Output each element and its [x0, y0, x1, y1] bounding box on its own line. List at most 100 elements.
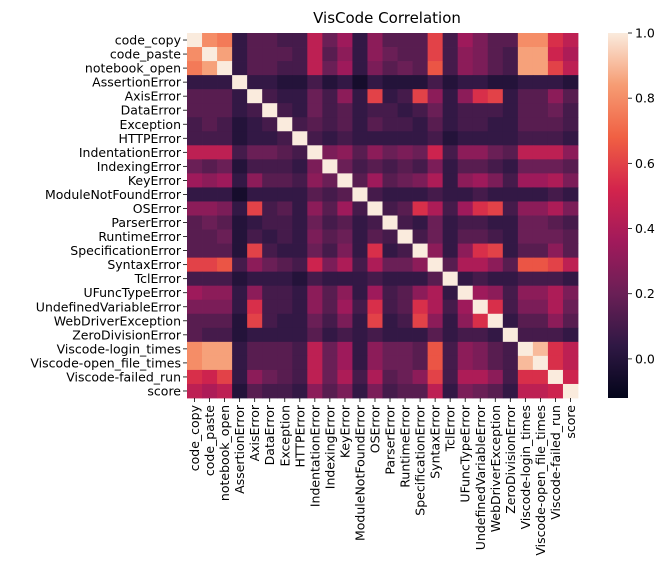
heatmap-cell	[562, 117, 579, 132]
colorbar-ticks: 0.0 0.2 0.4 0.6 0.8 1.0	[628, 26, 655, 366]
heatmap-cell	[322, 201, 338, 216]
heatmap-cell	[292, 103, 308, 118]
heatmap-cell	[412, 47, 429, 62]
heatmap-cell	[442, 61, 459, 76]
heatmap-cell	[262, 299, 278, 315]
heatmap-cell	[382, 313, 398, 329]
heatmap-cell	[202, 355, 218, 371]
row-tick-label: IndexingError	[97, 159, 182, 174]
heatmap-cell	[517, 327, 534, 343]
heatmap-cell	[292, 369, 308, 385]
heatmap-cell	[187, 383, 203, 399]
heatmap-cell	[382, 187, 398, 202]
heatmap-cell	[292, 383, 308, 399]
heatmap-cell	[277, 89, 293, 104]
heatmap-cell	[532, 131, 549, 146]
heatmap-cell	[262, 159, 278, 174]
heatmap-cell	[442, 33, 459, 48]
heatmap-cell	[337, 285, 353, 301]
heatmap-cell	[202, 341, 218, 357]
column-tick-label: Viscode-login_times	[518, 405, 533, 529]
heatmap-cell	[397, 201, 413, 216]
heatmap-cell	[472, 341, 489, 357]
heatmap-cell	[352, 131, 368, 146]
heatmap-cell	[547, 215, 564, 230]
heatmap-cell	[412, 383, 429, 399]
heatmap-cell	[532, 369, 549, 385]
heatmap-cell	[517, 383, 534, 399]
heatmap-cell	[232, 355, 248, 371]
heatmap-cell	[247, 75, 263, 90]
heatmap-cell	[322, 187, 338, 202]
heatmap-cell	[472, 103, 489, 118]
heatmap-cell	[262, 117, 278, 132]
heatmap-cell	[337, 257, 353, 273]
colorbar-tick-label: 0.8	[635, 91, 655, 106]
heatmap-cell	[472, 355, 489, 371]
heatmap-cell	[307, 355, 323, 371]
heatmap-cell	[412, 369, 429, 385]
heatmap-cell	[352, 159, 368, 174]
heatmap-cell	[427, 187, 444, 202]
heatmap-cell	[442, 341, 459, 357]
heatmap-cell	[457, 257, 474, 273]
column-tick-label: Viscode-open_file_times	[533, 405, 548, 556]
heatmap-cell	[187, 75, 203, 90]
heatmap-cell	[502, 327, 519, 343]
column-tick-label: UndefinedVariableError	[473, 404, 488, 550]
heatmap-cell	[412, 173, 429, 188]
heatmap-cell	[367, 187, 383, 202]
heatmap-cell	[487, 61, 504, 76]
heatmap-cell	[232, 313, 248, 329]
heatmap-cell	[337, 215, 353, 230]
heatmap-cell	[217, 131, 233, 146]
heatmap-cell	[397, 257, 413, 273]
heatmap-cell	[292, 313, 308, 329]
heatmap-cell	[532, 215, 549, 230]
heatmap-cell	[277, 369, 293, 385]
heatmap-cell	[322, 285, 338, 301]
heatmap-cell	[532, 243, 549, 259]
heatmap-cell	[502, 215, 519, 230]
heatmap-cell	[397, 383, 413, 399]
heatmap-cell	[292, 271, 308, 287]
heatmap-cell	[202, 383, 218, 399]
column-tick-label: AssertionError	[232, 404, 247, 494]
heatmap-cell	[472, 383, 489, 399]
heatmap-cell	[277, 243, 293, 259]
heatmap-cell	[187, 131, 203, 146]
heatmap-cell	[367, 75, 383, 90]
heatmap-cell	[547, 369, 564, 385]
heatmap-cell	[457, 117, 474, 132]
heatmap-cell	[322, 257, 338, 273]
heatmap-cell	[457, 299, 474, 315]
heatmap-cell	[232, 369, 248, 385]
heatmap-cell	[352, 355, 368, 371]
heatmap-cell	[307, 187, 323, 202]
heatmap-cell	[487, 341, 504, 357]
chart-title: VisCode Correlation	[313, 9, 461, 27]
heatmap-cell	[292, 201, 308, 216]
heatmap-cell	[322, 383, 338, 399]
heatmap-cell	[217, 327, 233, 343]
heatmap-cell	[277, 173, 293, 188]
heatmap-cell	[502, 159, 519, 174]
heatmap-cell	[337, 229, 353, 244]
heatmap-cell	[277, 145, 293, 160]
heatmap-cell	[427, 243, 444, 259]
heatmap-cell	[487, 327, 504, 343]
heatmap-cell	[532, 75, 549, 90]
heatmap-cell	[517, 145, 534, 160]
heatmap-cell	[292, 299, 308, 315]
heatmap-cell	[427, 327, 444, 343]
heatmap-cell	[517, 341, 534, 357]
heatmap-cell	[397, 299, 413, 315]
heatmap-cell	[382, 89, 398, 104]
heatmap-cell	[247, 173, 263, 188]
heatmap-cell	[562, 243, 579, 259]
heatmap-cell	[427, 271, 444, 287]
heatmap-cell	[232, 131, 248, 146]
column-tick-label: code_paste	[202, 405, 217, 476]
heatmap-cell	[352, 229, 368, 244]
heatmap-cell	[322, 159, 338, 174]
